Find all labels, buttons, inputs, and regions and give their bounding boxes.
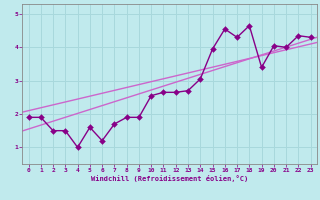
X-axis label: Windchill (Refroidissement éolien,°C): Windchill (Refroidissement éolien,°C) [91,175,248,182]
